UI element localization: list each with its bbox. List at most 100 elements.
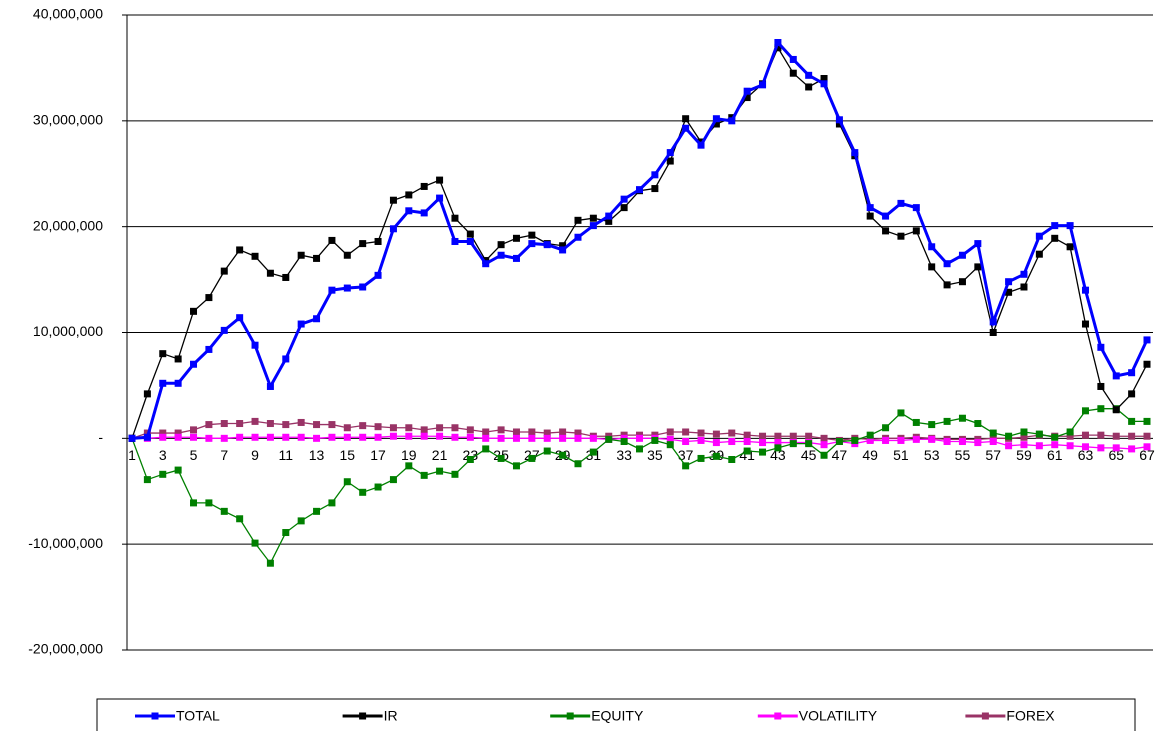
marker [1097,382,1105,390]
marker [466,426,474,434]
marker [528,240,536,248]
marker [928,263,936,271]
marker [743,438,751,446]
marker [266,269,274,277]
marker [405,207,413,215]
marker [943,260,951,268]
marker [1035,250,1043,258]
marker [482,428,490,436]
marker [1112,432,1120,440]
marker [805,83,813,91]
marker [1020,283,1028,291]
marker [328,286,336,294]
marker [451,237,459,245]
marker [543,241,551,249]
marker [497,251,505,259]
marker [405,432,413,440]
marker [343,284,351,292]
marker [574,460,582,468]
marker [190,433,198,441]
x-tick-label: 11 [279,447,294,463]
legend-swatch-marker [151,712,159,720]
marker [759,448,767,456]
marker [882,436,890,444]
marker [620,204,628,212]
marker [789,440,797,448]
marker [512,234,520,242]
marker [728,456,736,463]
marker [666,149,674,157]
marker [820,80,828,88]
marker [282,273,290,281]
marker [451,433,459,441]
marker [789,69,797,77]
marker [420,471,428,479]
x-tick-label: 7 [220,447,228,463]
marker [1051,433,1059,441]
marker [974,420,982,428]
marker [1035,442,1043,450]
marker [543,429,551,437]
marker [666,428,674,436]
marker [882,212,890,220]
marker [666,157,674,165]
marker [866,204,874,212]
marker [1081,286,1089,294]
marker [466,433,474,441]
marker [559,434,567,442]
marker [528,454,536,462]
marker [651,171,659,179]
marker [389,424,397,432]
marker [313,434,321,442]
marker [1128,432,1136,440]
marker [759,439,767,447]
marker [1066,432,1074,440]
marker [420,426,428,434]
marker [174,379,182,387]
marker [389,225,397,233]
marker [297,433,305,441]
marker [251,252,259,260]
marker [220,420,228,428]
marker [405,462,413,470]
marker [251,417,259,425]
marker [1066,222,1074,230]
marker [574,434,582,442]
marker [1066,428,1074,436]
marker [1051,441,1059,449]
marker [974,263,982,271]
marker [974,240,982,248]
legend-box [96,698,1136,731]
marker [497,241,505,249]
marker [559,428,567,436]
marker [236,515,244,523]
y-tick-label: - [98,429,103,445]
marker [220,267,228,275]
marker [374,271,382,279]
marker [497,434,505,442]
x-tick-label: 57 [985,447,1001,463]
marker [1005,278,1013,286]
marker [928,421,936,429]
x-tick-label: 53 [924,447,940,463]
x-tick-label: 45 [801,447,817,463]
marker [512,462,520,470]
marker [297,320,305,328]
marker [343,424,351,432]
marker [297,418,305,426]
marker [297,251,305,259]
marker [190,307,198,315]
marker [636,186,643,194]
marker [805,432,813,440]
marker [205,434,213,442]
marker [620,438,628,446]
marker [897,199,905,207]
marker [328,236,336,244]
marker [789,432,797,440]
marker [897,232,905,240]
marker [835,116,843,124]
marker [1097,431,1105,439]
marker [236,433,244,441]
marker [866,436,874,444]
marker [374,237,382,245]
